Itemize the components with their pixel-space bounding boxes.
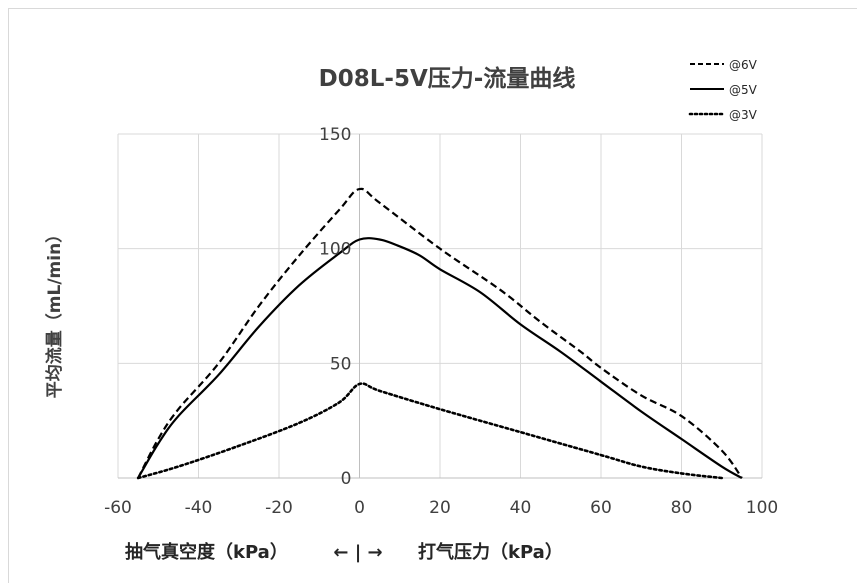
x-axis-label-left: 抽气真空度（kPa） (125, 541, 288, 563)
y-tick-label: 0 (341, 469, 352, 489)
frame-left-line (8, 8, 9, 583)
x-tick-label: 80 (671, 498, 693, 518)
series-line-at-6v (137, 187, 743, 479)
y-tick-label: 150 (319, 125, 351, 145)
series-line-at-5v (137, 237, 743, 479)
series-layer (136, 187, 743, 480)
frame-top-line (8, 8, 857, 9)
legend-label: @5V (729, 83, 758, 97)
y-axis-label: 平均流量（mL/min） (44, 226, 65, 398)
x-axis-label-right: 打气压力（kPa） (418, 541, 563, 563)
y-tick-label: 100 (319, 240, 351, 260)
x-tick-label: -20 (265, 498, 293, 518)
x-tick-label: -40 (185, 498, 213, 518)
x-tick-label: 20 (429, 498, 451, 518)
series-line-at-3v (136, 382, 724, 480)
x-tick-label: 0 (354, 498, 365, 518)
legend-label: @3V (729, 108, 758, 122)
x-axis-label-arrow: ← | → (333, 542, 382, 563)
x-tick-label: 40 (510, 498, 532, 518)
chart-title: D08L-5V压力-流量曲线 (319, 65, 576, 92)
label-layer: 0 50 100 150 -60 -40 -20 0 20 40 60 80 100 D08L-5V压力-… (44, 58, 778, 563)
y-tick-label: 50 (330, 354, 352, 374)
x-tick-label: 60 (590, 498, 612, 518)
legend-label: @6V (729, 58, 758, 72)
grid-layer (117, 133, 763, 479)
x-tick-label: -60 (104, 498, 132, 518)
x-tick-label: 100 (746, 498, 778, 518)
